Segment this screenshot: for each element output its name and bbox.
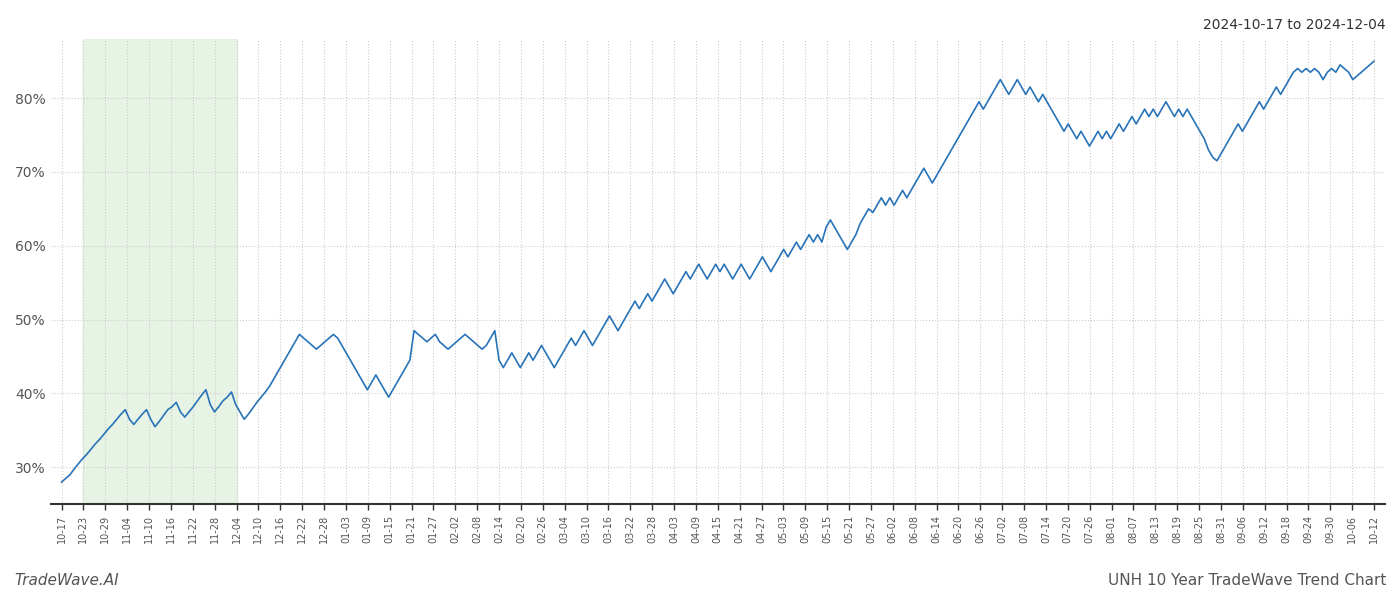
Bar (84, 39, 237, 504)
Text: TradeWave.AI: TradeWave.AI (14, 573, 119, 588)
Text: UNH 10 Year TradeWave Trend Chart: UNH 10 Year TradeWave Trend Chart (1107, 573, 1386, 588)
Text: 2024-10-17 to 2024-12-04: 2024-10-17 to 2024-12-04 (1204, 18, 1386, 32)
